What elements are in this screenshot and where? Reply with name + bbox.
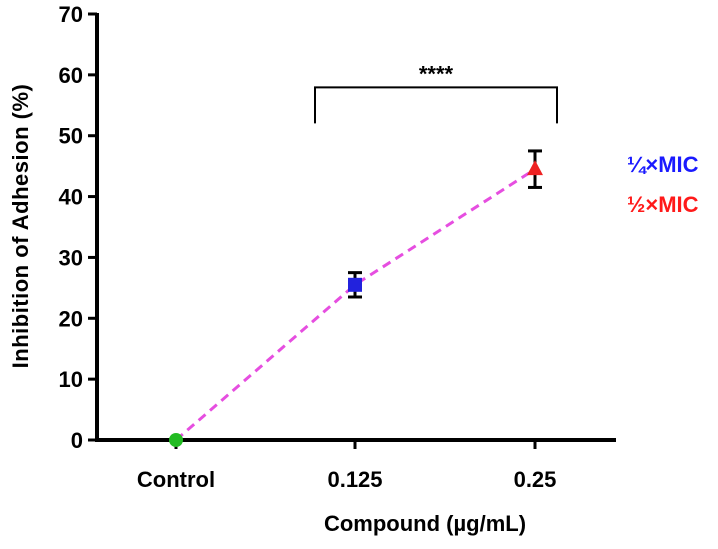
data-point-0-125: [348, 277, 362, 292]
x-tick-label-1: 0.125: [327, 467, 382, 492]
y-tick-label-30: 30: [59, 245, 83, 270]
x-tick-label-2: 0.25: [514, 467, 557, 492]
y-tick-label-20: 20: [59, 306, 83, 331]
trend-line: [175, 167, 536, 442]
data-point-0-25: [527, 160, 543, 176]
data-points: [169, 160, 543, 447]
x-axis-label: Compound (µg/mL): [324, 511, 526, 536]
y-axis-label: Inhibition of Adhesion (%): [8, 84, 33, 369]
error-bars: [348, 149, 542, 299]
y-tick-label-10: 10: [59, 367, 83, 392]
significance-label: ****: [419, 61, 454, 86]
legend-label-0: ¼×MIC: [627, 152, 699, 177]
y-tick-label-50: 50: [59, 124, 83, 149]
significance-annotation: ****: [314, 61, 558, 124]
significance-bracket: [314, 86, 558, 124]
y-tick-label-60: 60: [59, 63, 83, 88]
legend-label-1: ½×MIC: [627, 192, 699, 217]
legend: ¼×MIC ½×MIC: [627, 152, 699, 217]
y-tick-label-70: 70: [59, 2, 83, 27]
y-tick-label-0: 0: [71, 428, 83, 453]
data-point-control: [169, 433, 183, 447]
y-tick-label-40: 40: [59, 185, 83, 210]
trend-line-group: [175, 167, 536, 442]
x-tick-label-0: Control: [137, 467, 215, 492]
x-axis-ticks: Control 0.125 0.25: [137, 440, 557, 492]
y-axis-ticks: 0 10 20 30 40 50 60 70: [59, 2, 97, 453]
